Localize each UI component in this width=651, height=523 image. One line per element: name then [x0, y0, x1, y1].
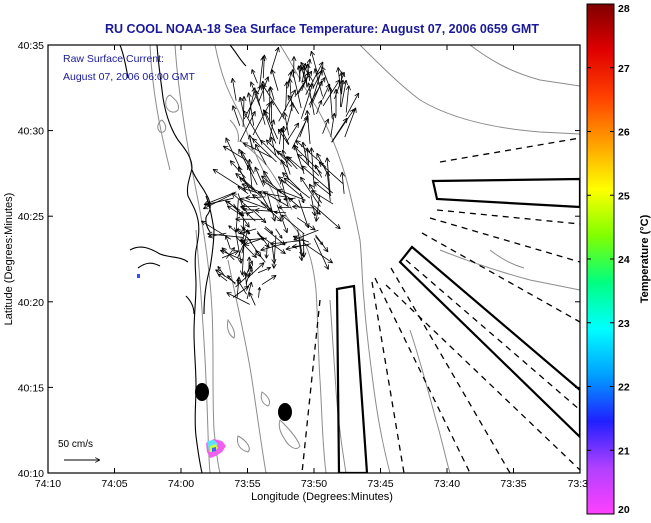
y-tick-label: 40:25: [18, 211, 44, 223]
colorbar-tick-label: 28: [618, 3, 630, 15]
colorbar-tick-label: 22: [618, 382, 630, 394]
y-tick-label: 40:15: [18, 382, 44, 394]
y-axis-label: Latitude (Degrees:Minutes): [3, 193, 15, 326]
colorbar-tick-label: 24: [618, 254, 630, 266]
colorbar: 28 27 26 25 24 23 22 21 20 Temperature (°C): [587, 3, 651, 516]
x-tick-label: 73:55: [234, 478, 260, 490]
station-marker: [195, 383, 209, 401]
scale-label: 50 cm/s: [58, 439, 93, 450]
colorbar-tick-label: 21: [618, 445, 630, 457]
chart-title: RU COOL NOAA-18 Sea Surface Temperature:…: [105, 22, 539, 36]
y-tick-label: 40:30: [18, 126, 44, 138]
y-tick-label: 40:20: [18, 297, 44, 309]
colorbar-label: Temperature (°C): [639, 214, 651, 303]
station-marker: [278, 403, 292, 421]
colorbar-tick-label: 26: [618, 127, 630, 139]
x-tick-label: 74:00: [168, 478, 194, 490]
colorbar-tick-label: 23: [618, 318, 630, 330]
colorbar-gradient: [587, 4, 614, 514]
x-tick-label: 73:40: [434, 478, 460, 490]
annotation-current-date: August 07, 2006 06:00 GMT: [63, 71, 196, 83]
colorbar-tick-label: 25: [618, 190, 630, 202]
x-tick-label: 73:3: [568, 478, 589, 490]
colorbar-tick-label: 20: [618, 504, 630, 516]
x-tick-label: 73:35: [500, 478, 526, 490]
x-tick-label: 74:05: [101, 478, 127, 490]
x-tick-label: 73:45: [367, 478, 393, 490]
sst-patch: [137, 274, 140, 278]
x-axis-label: Longitude (Degrees:Minutes): [251, 491, 393, 503]
colorbar-tick-label: 27: [618, 63, 630, 75]
x-tick-label: 73:50: [301, 478, 327, 490]
annotation-current-title: Raw Surface Current:: [63, 53, 164, 65]
plot-background: [48, 45, 580, 473]
y-tick-label: 40:10: [18, 468, 44, 480]
y-tick-label: 40:35: [18, 40, 44, 52]
